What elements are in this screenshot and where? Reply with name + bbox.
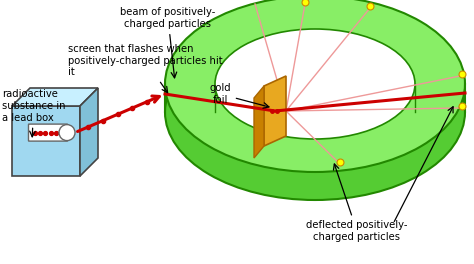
Polygon shape	[254, 86, 264, 158]
Ellipse shape	[215, 57, 415, 167]
Ellipse shape	[165, 24, 465, 200]
Polygon shape	[264, 76, 286, 146]
FancyBboxPatch shape	[28, 124, 67, 141]
Text: beam of positively-
charged particles: beam of positively- charged particles	[120, 7, 216, 78]
Text: deflected positively-
charged particles: deflected positively- charged particles	[306, 164, 408, 242]
Ellipse shape	[165, 0, 465, 172]
Text: gold
foil: gold foil	[209, 83, 269, 108]
Circle shape	[59, 125, 75, 141]
Text: radioactive
substance in
a lead box: radioactive substance in a lead box	[2, 89, 65, 137]
Polygon shape	[12, 88, 98, 106]
Polygon shape	[80, 88, 98, 176]
Text: screen that flashes when
positively-charged particles hit
it: screen that flashes when positively-char…	[68, 44, 223, 93]
Ellipse shape	[215, 29, 415, 139]
Polygon shape	[12, 106, 80, 176]
